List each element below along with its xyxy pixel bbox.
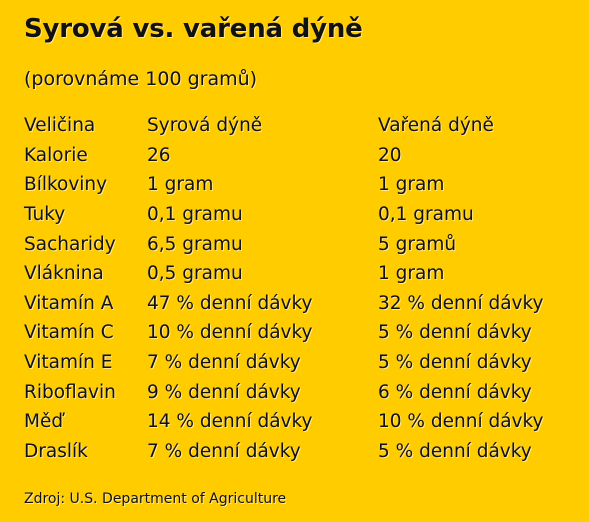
table-row: Vitamín E 7 % denní dávky 5 % denní dávk… bbox=[24, 348, 584, 378]
page-subtitle: (porovnáme 100 gramů) bbox=[24, 68, 258, 90]
cell-raw: 10 % denní dávky bbox=[147, 322, 313, 344]
cell-raw: 1 gram bbox=[147, 174, 214, 196]
cell-quantity: Tuky bbox=[24, 204, 66, 226]
source-note: Zdroj: U.S. Department of Agriculture bbox=[24, 491, 287, 507]
cell-cooked: 32 % denní dávky bbox=[378, 292, 544, 314]
cell-quantity: Kalorie bbox=[24, 144, 88, 166]
cell-raw: 9 % denní dávky bbox=[147, 381, 301, 403]
comparison-table: Veličina Syrová dýně Vařená dýně Kalorie… bbox=[24, 111, 584, 466]
cell-quantity: Sacharidy bbox=[24, 233, 116, 255]
table-row: Vitamín A 47 % denní dávky 32 % denní dá… bbox=[24, 289, 584, 319]
table-row: Sacharidy 6,5 gramu 5 gramů bbox=[24, 229, 584, 259]
cell-cooked: 5 % denní dávky bbox=[378, 322, 532, 344]
cell-raw: 47 % denní dávky bbox=[147, 292, 313, 314]
cell-cooked: 1 gram bbox=[378, 174, 445, 196]
cell-raw: 14 % denní dávky bbox=[147, 411, 313, 433]
column-header-quantity: Veličina bbox=[24, 115, 96, 137]
cell-quantity: Vitamín C bbox=[24, 322, 114, 344]
table-header-row: Veličina Syrová dýně Vařená dýně bbox=[24, 111, 584, 141]
table-row: Draslík 7 % denní dávky 5 % denní dávky bbox=[24, 437, 584, 467]
table-row: Tuky 0,1 gramu 0,1 gramu bbox=[24, 200, 584, 230]
cell-cooked: 10 % denní dávky bbox=[378, 411, 544, 433]
cell-cooked: 1 gram bbox=[378, 263, 445, 285]
table-row: Kalorie 26 20 bbox=[24, 141, 584, 171]
column-header-cooked: Vařená dýně bbox=[378, 115, 494, 137]
cell-cooked: 20 bbox=[378, 144, 402, 166]
table-row: Vitamín C 10 % denní dávky 5 % denní dáv… bbox=[24, 318, 584, 348]
cell-quantity: Vláknina bbox=[24, 263, 104, 285]
cell-quantity: Riboflavin bbox=[24, 381, 116, 403]
cell-cooked: 5 gramů bbox=[378, 233, 457, 255]
cell-quantity: Měď bbox=[24, 411, 64, 433]
column-header-raw: Syrová dýně bbox=[147, 115, 263, 137]
cell-raw: 26 bbox=[147, 144, 171, 166]
cell-cooked: 6 % denní dávky bbox=[378, 381, 532, 403]
cell-raw: 0,1 gramu bbox=[147, 204, 243, 226]
cell-raw: 7 % denní dávky bbox=[147, 352, 301, 374]
cell-raw: 7 % denní dávky bbox=[147, 440, 301, 462]
table-row: Měď 14 % denní dávky 10 % denní dávky bbox=[24, 407, 584, 437]
table-row: Bílkoviny 1 gram 1 gram bbox=[24, 170, 584, 200]
cell-cooked: 5 % denní dávky bbox=[378, 440, 532, 462]
cell-raw: 0,5 gramu bbox=[147, 263, 243, 285]
table-row: Riboflavin 9 % denní dávky 6 % denní dáv… bbox=[24, 377, 584, 407]
cell-raw: 6,5 gramu bbox=[147, 233, 243, 255]
cell-cooked: 0,1 gramu bbox=[378, 204, 474, 226]
page-title: Syrová vs. vařená dýně bbox=[24, 14, 363, 44]
table-row: Vláknina 0,5 gramu 1 gram bbox=[24, 259, 584, 289]
cell-quantity: Bílkoviny bbox=[24, 174, 108, 196]
cell-quantity: Vitamín E bbox=[24, 352, 113, 374]
cell-quantity: Vitamín A bbox=[24, 292, 114, 314]
cell-quantity: Draslík bbox=[24, 440, 88, 462]
cell-cooked: 5 % denní dávky bbox=[378, 352, 532, 374]
